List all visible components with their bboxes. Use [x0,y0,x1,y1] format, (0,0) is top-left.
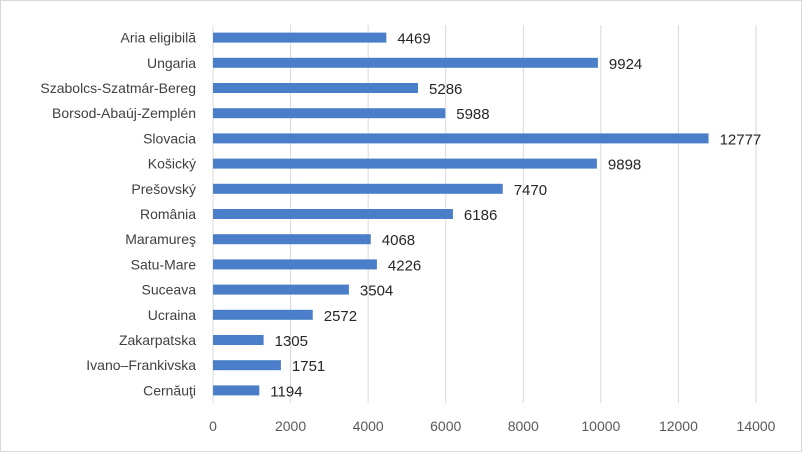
bar [213,183,503,194]
value-label: 4068 [382,232,415,249]
category-label: Košický [148,156,196,172]
x-tick-labels: 0 2000 4000 6000 8000 10000 12000 14000 [209,418,776,434]
x-tick-label: 14000 [737,418,776,434]
category-label: Slovacia [143,130,196,146]
value-label: 9898 [608,157,641,174]
category-label: Prešovský [131,181,196,197]
bar [213,259,377,270]
bar [213,32,387,43]
x-tick-label: 2000 [275,418,306,434]
x-tick-label: 12000 [659,418,698,434]
value-label: 7470 [514,182,547,199]
bar [213,234,371,245]
value-label: 12777 [720,131,762,148]
category-label: Ivano–Frankivska [86,357,196,373]
category-label: Satu-Mare [131,256,197,272]
x-tick-label: 4000 [353,418,384,434]
value-label: 9924 [609,56,642,73]
value-label: 5286 [429,81,462,98]
x-tick-label: 8000 [508,418,539,434]
category-label: Aria eligibilă [121,30,197,46]
category-label: Borsod-Abaúj-Zemplén [52,105,196,121]
value-labels: 4469 9924 5286 5988 12777 9898 7470 6186 4068 422… [270,31,761,401]
category-label: Ungaria [147,55,196,71]
bar [213,158,597,169]
value-label: 1194 [270,383,302,400]
category-label: Maramureş [125,231,196,247]
x-tick-label: 10000 [581,418,620,434]
bar [213,335,264,345]
category-label: Suceava [142,282,197,298]
category-label: Szabolcs-Szatmár-Bereg [40,80,196,96]
value-label: 5988 [456,106,489,123]
x-tick-label: 6000 [430,418,461,434]
value-label: 1751 [292,358,325,375]
bar [213,385,260,396]
category-label: Cernăuţi [143,382,196,398]
bar [213,133,709,144]
bar [213,108,446,119]
category-label: Ucraina [148,307,196,323]
bar [213,360,281,371]
bars [213,32,709,396]
value-label: 6186 [464,207,497,224]
category-label: Zakarpatska [119,332,196,348]
bar [213,284,349,295]
value-label: 2572 [324,308,357,325]
value-label: 1305 [275,333,308,350]
bar [213,83,419,93]
category-label: România [140,206,196,222]
value-label: 4469 [397,31,430,48]
value-label: 3504 [360,283,393,300]
value-label: 4226 [388,257,421,274]
bar [213,209,453,219]
category-labels: Aria eligibilă Ungaria Szabolcs-Szatmár-Be… [40,30,196,399]
x-tick-label: 0 [209,418,217,434]
bar [213,309,313,320]
bar [213,57,598,68]
